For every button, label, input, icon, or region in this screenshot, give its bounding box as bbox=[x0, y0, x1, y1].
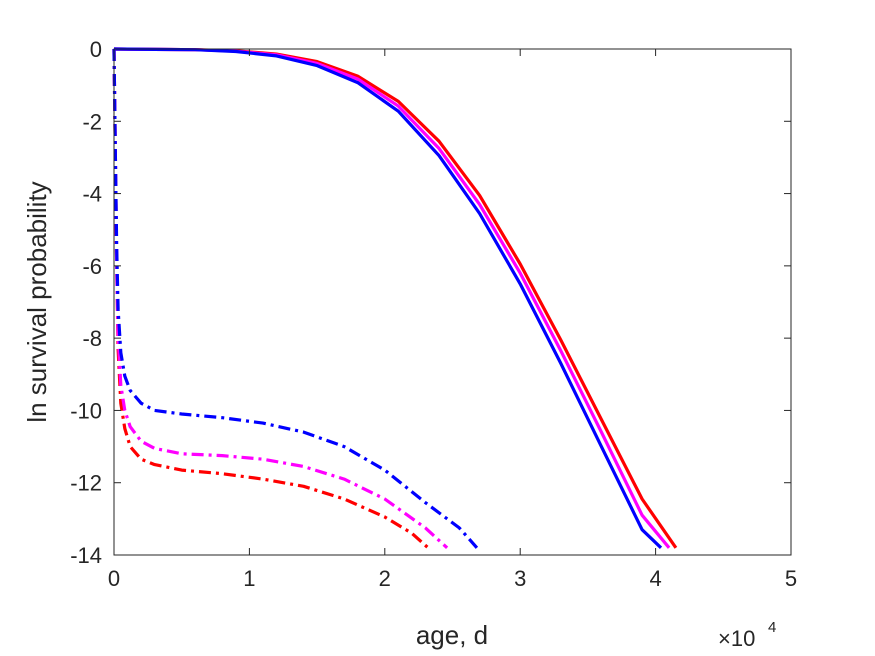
series-line-4 bbox=[112, 48, 430, 549]
y-axis-label: ln survival probability bbox=[22, 181, 52, 422]
series-layer bbox=[112, 47, 678, 549]
x-ticks: 0 1 2 3 4 5 bbox=[108, 49, 797, 591]
x-tick-label: 5 bbox=[785, 566, 797, 591]
x-tick-label: 2 bbox=[379, 566, 391, 591]
series-line-1 bbox=[113, 47, 678, 549]
y-tick-label: -2 bbox=[82, 109, 102, 134]
x-axis-label: age, d bbox=[416, 620, 488, 650]
y-tick-label: 0 bbox=[90, 37, 102, 62]
x-tick-label: 0 bbox=[108, 566, 120, 591]
x-tick-label: 4 bbox=[649, 566, 661, 591]
y-ticks: 0 -2 -4 -6 -8 -10 -12 -14 bbox=[70, 37, 791, 568]
y-tick-label: -8 bbox=[82, 326, 102, 351]
y-tick-label: -14 bbox=[70, 543, 102, 568]
series-line-2 bbox=[113, 47, 671, 549]
y-tick-label: -10 bbox=[70, 398, 102, 423]
series-line-3 bbox=[113, 47, 663, 549]
y-tick-label: -6 bbox=[82, 254, 102, 279]
series-line-5 bbox=[112, 48, 449, 549]
axes-box bbox=[113, 48, 792, 556]
x-multiplier-exponent: 4 bbox=[768, 619, 776, 636]
y-tick-label: -4 bbox=[82, 182, 102, 207]
x-multiplier-base: ×10 bbox=[718, 626, 755, 651]
x-tick-label: 1 bbox=[243, 566, 255, 591]
y-tick-label: -12 bbox=[70, 471, 102, 496]
x-tick-label: 3 bbox=[514, 566, 526, 591]
